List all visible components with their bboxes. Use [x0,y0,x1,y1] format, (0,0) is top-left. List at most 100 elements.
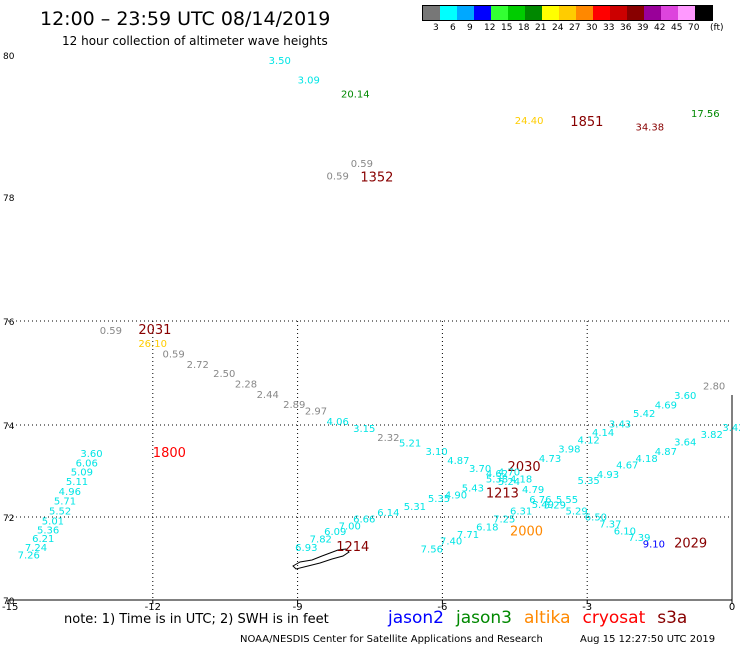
pass-time-label: 1213 [486,487,519,502]
legend-swatch [474,6,491,20]
wave-height-value: 0.59 [100,326,122,337]
wave-height-value: 2.89 [283,400,305,411]
wave-height-value: 3.43 [609,419,631,430]
wave-height-value: 2.28 [235,380,257,391]
satellite-name: jason3 [456,608,512,628]
wave-height-value: 4.14 [592,428,614,439]
wave-height-value: 4.70 [498,468,520,479]
wave-height-value: 3.70 [469,464,491,475]
satellite-legend: jason2 jason3 altika cryosat s3a [388,608,687,628]
legend-swatch [525,6,542,20]
page-subtitle: 12 hour collection of altimeter wave hei… [62,34,328,48]
satellite-name: cryosat [582,608,646,628]
pass-time-label: 2029 [674,536,707,551]
wave-height-value: 5.52 [49,507,71,518]
page-title: 12:00 – 23:59 UTC 08/14/2019 [40,8,331,30]
wave-height-value: 3.10 [426,447,448,458]
wave-height-value: 5.24 [498,477,520,488]
legend-value: 36 [620,23,632,33]
wave-height-value: 5.43 [462,484,484,495]
legend-value: 6 [450,23,456,33]
wave-height-value: 7.26 [18,551,40,562]
legend-swatch [644,6,661,20]
legend-value: 70 [688,23,700,33]
wave-height-value: 3.98 [558,445,580,456]
wave-height-value: 5.36 [37,526,59,537]
legend-value: 9 [467,23,473,33]
wave-height-value: 4.12 [578,435,600,446]
wave-height-value: 6.18 [476,522,498,533]
wave-height-value: 5.49 [532,500,554,511]
legend-value: 12 [484,23,496,33]
legend-value: 24 [552,23,564,33]
lat-lon-grid [7,320,733,604]
wave-height-value: 4.62 [486,469,508,480]
legend-swatch [423,6,440,20]
wave-height-value: 7.56 [421,544,443,555]
wave-height-value: 4.87 [655,447,677,458]
wave-height-value: 17.56 [691,109,720,120]
wave-height-value: 6.09 [324,527,346,538]
legend-unit: (ft) [710,23,724,33]
wave-height-value: 2.44 [257,390,279,401]
lon-tick-label: -12 [145,602,161,613]
wave-height-value: 6.06 [76,458,98,469]
lat-tick-label: 76 [3,318,15,328]
wave-height-value: 5.21 [399,439,421,450]
pass-time-label: 1214 [336,540,369,555]
wave-height-value: 3.42 [722,423,740,434]
wave-height-value: 5.55 [556,495,578,506]
wave-height-value: 3.15 [353,424,375,435]
wave-height-value: 2.72 [187,360,209,371]
wave-height-value: 5.09 [71,468,93,479]
wave-height-value: 3.50 [269,56,291,67]
wave-height-value: 4.73 [539,454,561,465]
color-legend: 3 6 9 12 15 18 21 24 27 30 33 36 39 42 45 70 (ft) [422,5,724,37]
legend-value: 33 [603,23,615,33]
wave-height-value: 5.31 [404,502,426,513]
wave-height-value: 4.18 [510,475,532,486]
legend-swatch [661,6,678,20]
footer-note: note: 1) Time is in UTC; 2) SWH is in fe… [64,612,329,627]
wave-height-value: 5.11 [66,477,88,488]
wave-height-value: 5.29 [544,501,566,512]
legend-value: 45 [671,23,683,33]
wave-height-value: 34.38 [635,122,664,133]
wave-height-value: 6.31 [510,507,532,518]
legend-value: 27 [569,23,581,33]
lat-tick-label: 70 [3,597,15,607]
jan-mayen-coastline [292,548,350,570]
legend-swatch [559,6,576,20]
wave-height-value: 6.93 [295,543,317,554]
legend-value: 15 [501,23,513,33]
wave-height-value: 7.71 [457,530,479,541]
wave-height-value: 6.50 [585,512,607,523]
satellite-name: altika [524,608,571,628]
lat-tick-label: 80 [3,52,15,62]
wave-height-value: 6.66 [353,514,375,525]
lon-tick-label: -6 [437,602,447,613]
wave-height-value: 3.60 [674,391,696,402]
legend-swatches [422,5,713,21]
wave-height-value: 2.50 [213,369,235,380]
wave-height-value: 7.25 [493,514,515,525]
legend-value: 3 [433,23,439,33]
legend-swatch [610,6,627,20]
legend-value: 39 [637,23,649,33]
satellite-name: s3a [657,608,688,628]
legend-swatch [491,6,508,20]
wave-height-value: 5.01 [42,516,64,527]
wave-height-value: 5.35 [578,476,600,487]
wave-height-value: 24.40 [515,116,544,127]
wave-height-value: 7.39 [628,533,650,544]
lat-tick-label: 72 [3,514,14,524]
legend-swatch [542,6,559,20]
legend-value: 42 [654,23,666,33]
axis-tick-labels: 80 78 76 74 72 70-15 -12 -9 -6 -3 0 [2,52,735,613]
wave-height-value: 3.09 [298,75,320,86]
wave-height-value: 0.59 [162,349,184,360]
lon-tick-label: -3 [582,602,592,613]
lon-tick-label: -9 [293,602,303,613]
pass-time-label: 2030 [508,460,541,475]
